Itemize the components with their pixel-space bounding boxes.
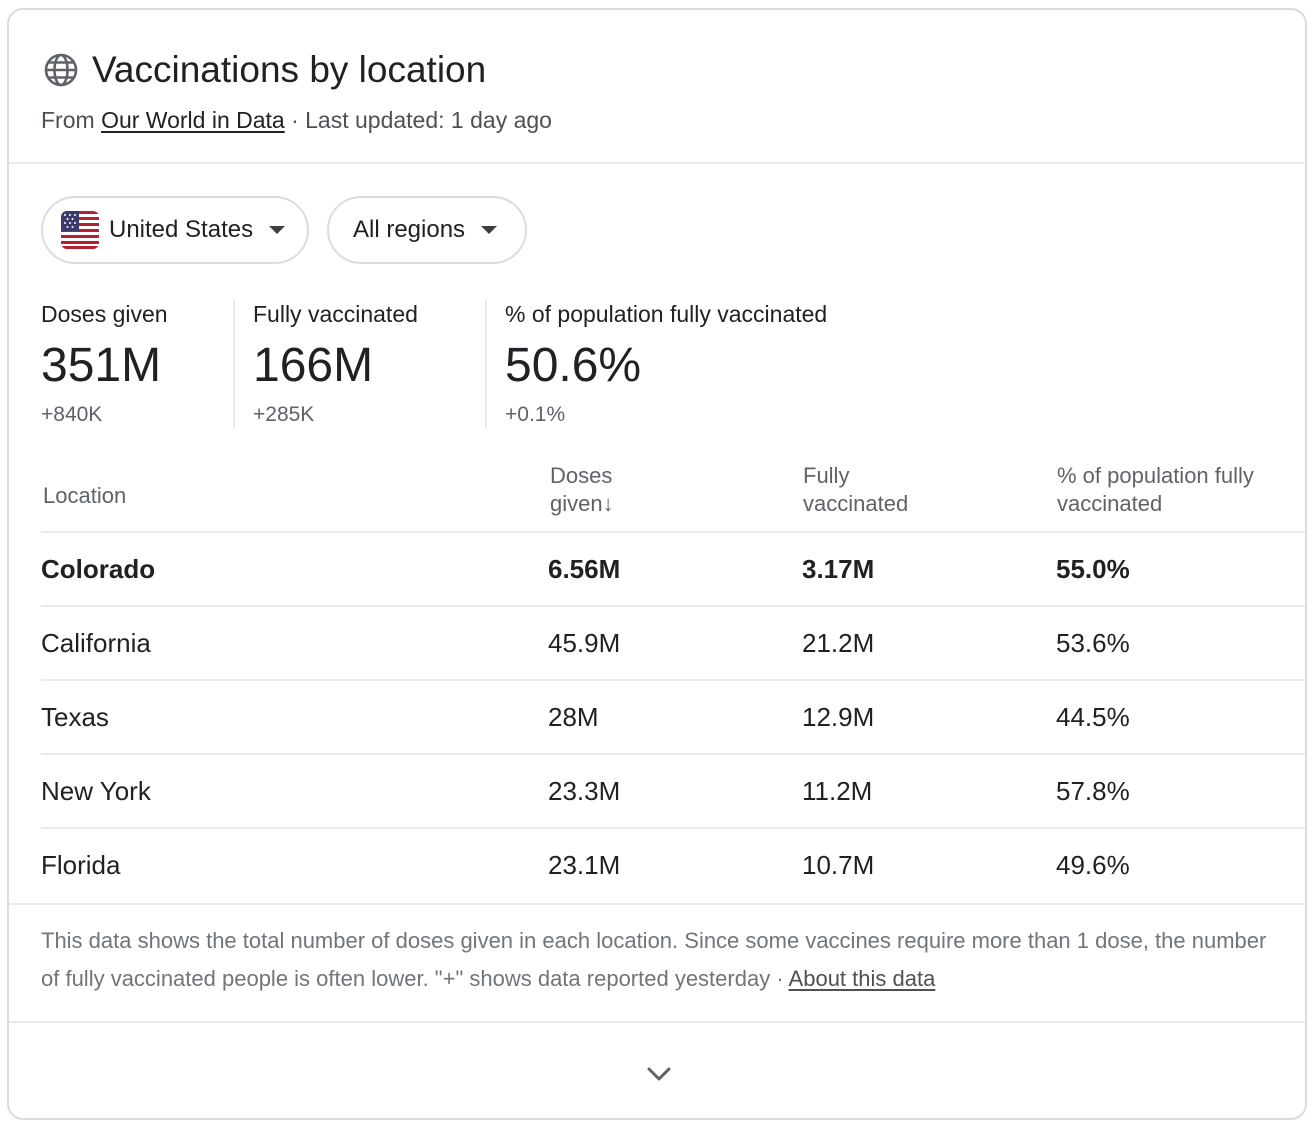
column-header-location[interactable]: Location bbox=[43, 483, 127, 508]
cell-location: New York bbox=[41, 776, 151, 806]
stat-doses-given: Doses given 351M +840K bbox=[41, 300, 168, 428]
cell-fully-vaccinated: 3.17M bbox=[802, 554, 875, 584]
chevron-down-icon[interactable] bbox=[643, 1058, 675, 1090]
column-header-fully-vaccinated[interactable]: Fully vaccinated bbox=[803, 462, 908, 518]
table-row[interactable]: Colorado 6.56M 3.17M 55.0% bbox=[41, 533, 1305, 607]
stat-value: 166M bbox=[253, 339, 374, 392]
cell-location: California bbox=[41, 628, 151, 658]
caret-down-icon bbox=[481, 226, 498, 234]
stat-divider bbox=[233, 300, 235, 428]
cell-fully-vaccinated: 11.2M bbox=[802, 776, 873, 806]
card-title: Vaccinations by location bbox=[92, 49, 487, 90]
cell-percent-fully-vaccinated: 57.8% bbox=[1056, 776, 1130, 806]
table-row[interactable]: Texas 28M 12.9M 44.5% bbox=[41, 681, 1305, 755]
table-row[interactable]: California 45.9M 21.2M 53.6% bbox=[41, 607, 1305, 681]
column-header-line: Fully bbox=[803, 463, 850, 488]
cell-percent-fully-vaccinated: 55.0% bbox=[1056, 554, 1130, 584]
globe-icon bbox=[44, 53, 78, 87]
stat-label: Doses given bbox=[41, 301, 168, 327]
column-header-doses-given[interactable]: Doses given↓ bbox=[550, 462, 614, 518]
column-header-line: vaccinated bbox=[803, 491, 909, 516]
cell-location: Colorado bbox=[41, 554, 156, 584]
stat-divider bbox=[485, 300, 487, 428]
data-disclaimer: This data shows the total number of dose… bbox=[41, 922, 1281, 998]
country-select-label: United States bbox=[109, 216, 254, 243]
source-line: From Our World in Data · Last updated: 1… bbox=[41, 106, 552, 134]
region-select[interactable]: All regions bbox=[327, 196, 527, 264]
caret-down-icon bbox=[269, 226, 286, 234]
stat-delta: +0.1% bbox=[505, 403, 566, 426]
table-bottom-divider bbox=[9, 903, 1305, 905]
stat-percent-fully-vaccinated: % of population fully vaccinated 50.6% +… bbox=[505, 300, 827, 428]
disclaimer-text: This data shows the total number of dose… bbox=[41, 928, 1267, 991]
stat-value: 50.6% bbox=[505, 339, 642, 392]
cell-doses-given: 28M bbox=[548, 702, 599, 732]
table-row[interactable]: Florida 23.1M 10.7M 49.6% bbox=[41, 829, 1305, 903]
cell-doses-given: 45.9M bbox=[548, 628, 621, 658]
card-header: Vaccinations by location From Our World … bbox=[9, 10, 1305, 164]
last-updated: · Last updated: 1 day ago bbox=[284, 107, 552, 133]
country-select[interactable]: United States bbox=[41, 196, 309, 264]
cell-fully-vaccinated: 12.9M bbox=[802, 702, 875, 732]
cell-doses-given: 23.1M bbox=[548, 850, 621, 880]
table-header-divider bbox=[41, 531, 1305, 533]
about-this-data-link[interactable]: About this data bbox=[788, 966, 936, 991]
stat-label: % of population fully vaccinated bbox=[505, 301, 828, 327]
table-row[interactable]: New York 23.3M 11.2M 57.8% bbox=[41, 755, 1305, 829]
column-header-line: % of population fully bbox=[1057, 463, 1254, 488]
stat-delta: +285K bbox=[253, 403, 315, 426]
table-header: Location Doses given↓ Fully vaccinated %… bbox=[9, 458, 1305, 532]
vaccinations-card: Vaccinations by location From Our World … bbox=[7, 8, 1307, 1120]
stat-fully-vaccinated: Fully vaccinated 166M +285K bbox=[253, 300, 418, 428]
column-header-line: Doses bbox=[550, 463, 613, 488]
cell-location: Texas bbox=[41, 702, 109, 732]
cell-percent-fully-vaccinated: 49.6% bbox=[1056, 850, 1130, 880]
source-prefix: From bbox=[41, 107, 102, 133]
source-link[interactable]: Our World in Data bbox=[101, 107, 285, 133]
cell-fully-vaccinated: 21.2M bbox=[802, 628, 875, 658]
column-header-line: vaccinated bbox=[1057, 491, 1163, 516]
cell-percent-fully-vaccinated: 53.6% bbox=[1056, 628, 1130, 658]
cell-doses-given: 23.3M bbox=[548, 776, 621, 806]
stat-label: Fully vaccinated bbox=[253, 301, 418, 327]
cell-fully-vaccinated: 10.7M bbox=[802, 850, 875, 880]
column-header-percent-fully-vaccinated[interactable]: % of population fully vaccinated bbox=[1057, 462, 1254, 518]
stat-delta: +840K bbox=[41, 403, 103, 426]
footer-divider bbox=[9, 1021, 1305, 1023]
us-flag-icon bbox=[61, 211, 99, 249]
sort-arrow-icon: ↓ bbox=[602, 491, 614, 516]
cell-location: Florida bbox=[41, 850, 121, 880]
column-header-line: given bbox=[550, 491, 603, 516]
cell-percent-fully-vaccinated: 44.5% bbox=[1056, 702, 1130, 732]
cell-doses-given: 6.56M bbox=[548, 554, 621, 584]
separator: · bbox=[770, 966, 789, 991]
stat-value: 351M bbox=[41, 339, 162, 392]
region-select-label: All regions bbox=[353, 216, 466, 243]
